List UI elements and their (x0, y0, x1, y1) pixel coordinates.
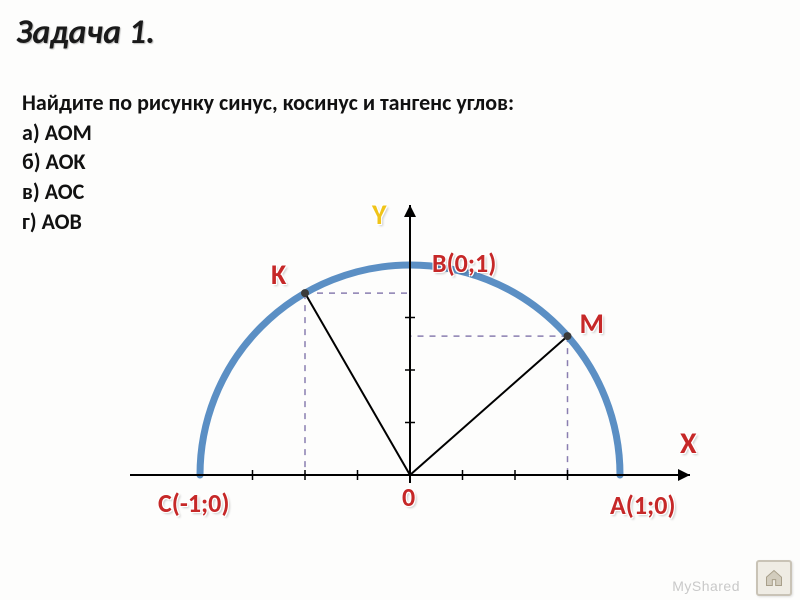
origin-label: 0 (402, 481, 415, 513)
prompt-item-b: б) AOK (22, 147, 514, 177)
axis-label-y: Y (372, 197, 387, 232)
home-icon (764, 568, 784, 588)
prompt-line: Найдите по рисунку синус, косинус и танг… (22, 88, 514, 118)
point-label-k: K (271, 257, 286, 292)
point-label-a: A(1;0) (610, 489, 675, 521)
point-label-b: B(0;1) (432, 247, 496, 279)
prompt-item-a: а) AOM (22, 118, 514, 148)
home-button[interactable] (756, 560, 792, 596)
point-label-c: C(-1;0) (158, 487, 229, 519)
problem-title: Задача 1. (16, 12, 155, 53)
axis-label-x: X (680, 425, 697, 462)
point-label-m: M (580, 306, 604, 341)
watermark: MyShared (672, 578, 740, 594)
unit-circle-diagram: Y X 0 A(1;0) B(0;1) C(-1;0) M K (110, 195, 710, 545)
